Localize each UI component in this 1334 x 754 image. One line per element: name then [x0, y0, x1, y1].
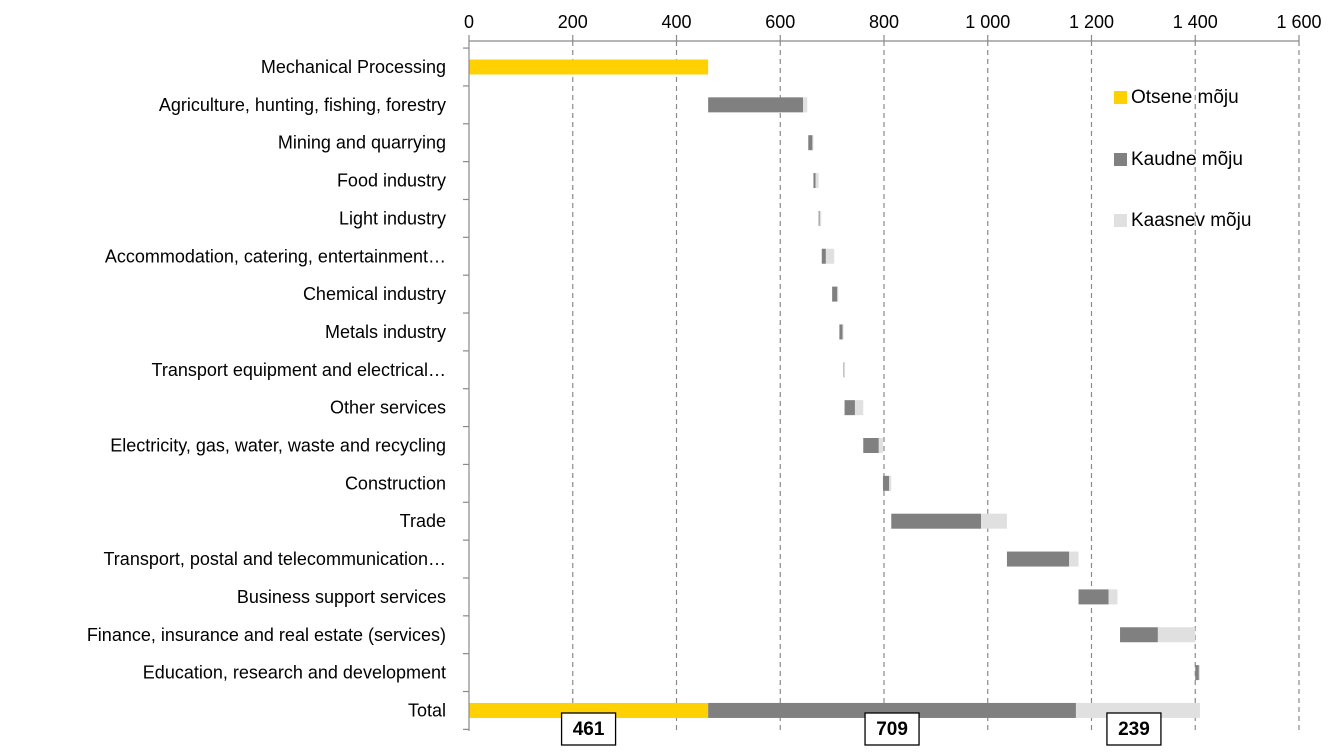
bar-segment: [1078, 589, 1109, 605]
bar-segment: [815, 173, 819, 189]
x-tick-label: 600: [765, 12, 795, 32]
bar-segment: [837, 286, 839, 302]
category-label: Food industry: [337, 171, 446, 191]
x-tick-label: 200: [558, 12, 588, 32]
bar-segment: [1120, 627, 1158, 643]
bar-segment: [1006, 551, 1070, 567]
bar-segment: [844, 400, 855, 416]
bar-segment: [1157, 627, 1196, 643]
x-tick-label: 1 200: [1069, 12, 1114, 32]
bar-segment: [863, 438, 879, 453]
x-tick-label: 1 400: [1173, 12, 1218, 32]
bar-segment: [839, 324, 843, 340]
bar-segment: [821, 248, 826, 264]
bar-segment: [889, 475, 892, 491]
category-label: Metals industry: [325, 322, 446, 342]
bar-segment: [1108, 589, 1118, 605]
bar-segment: [882, 475, 890, 491]
legend-label: Otsene mõju: [1131, 87, 1239, 108]
bar-segment: [1198, 665, 1200, 681]
bar-segment: [812, 135, 814, 151]
bar-segment: [813, 173, 816, 189]
category-label: Agriculture, hunting, fishing, forestry: [159, 95, 446, 115]
bar-segment: [1195, 665, 1199, 681]
x-tick-label: 1 000: [965, 12, 1010, 32]
bar-segment: [818, 210, 820, 226]
bar-segment: [803, 97, 808, 113]
total-value-boxes: 461 709 239: [560, 712, 1162, 746]
legend: Otsene mõju Kaudne mõju Kaasnev mõju: [1114, 87, 1251, 231]
bar-segment: [878, 438, 883, 453]
bar-segment: [844, 362, 846, 378]
legend-label: Kaasnev mõju: [1131, 210, 1251, 231]
category-label: Mining and quarrying: [278, 133, 446, 153]
labels: 0 200 400 600 800 1 000 1 200 1 400 1 600 Mechani…: [87, 12, 1322, 720]
x-tick-label: 0: [464, 12, 474, 32]
category-label: Transport, postal and telecommunication…: [103, 549, 446, 569]
category-label: Chemical industry: [303, 284, 446, 304]
x-tick-label: 1 600: [1276, 12, 1321, 32]
bar-segment: [981, 513, 1007, 529]
grid-lines: [572, 41, 1300, 731]
category-label: Education, research and development: [143, 663, 446, 683]
bar-segment: [469, 59, 709, 75]
legend-swatch: [1114, 153, 1127, 166]
bar-segment: [891, 513, 982, 529]
legend-swatch: [1114, 91, 1127, 104]
category-label: Finance, insurance and real estate (serv…: [87, 625, 446, 645]
bar-segment: [832, 286, 838, 302]
total-value-label: 709: [876, 719, 908, 740]
category-label: Transport equipment and electrical…: [152, 360, 446, 380]
category-label: Other services: [330, 398, 446, 418]
category-label: Construction: [345, 473, 446, 493]
legend-swatch: [1114, 214, 1127, 227]
category-label: Electricity, gas, water, waste and recyc…: [110, 436, 446, 456]
bar-segment: [708, 702, 1076, 718]
bar-segment: [808, 135, 813, 151]
bar-segment: [854, 400, 864, 416]
bar-segment: [1069, 551, 1079, 567]
bar-segment: [842, 324, 844, 340]
category-label: Business support services: [237, 587, 446, 607]
bar-segment: [843, 362, 845, 378]
legend-label: Kaudne mõju: [1131, 149, 1243, 170]
total-value-label: 239: [1118, 719, 1150, 740]
total-value-label: 461: [573, 719, 605, 740]
category-label: Mechanical Processing: [261, 57, 446, 77]
x-tick-label: 400: [661, 12, 691, 32]
bars: [469, 59, 1200, 718]
bar-segment: [825, 248, 835, 264]
total-value-box: [1106, 712, 1162, 746]
category-label: Accommodation, catering, entertainment…: [105, 246, 446, 266]
x-tick-label: 800: [869, 12, 899, 32]
category-label: Trade: [400, 511, 446, 531]
bar-segment: [819, 210, 822, 226]
category-label: Total: [408, 700, 446, 720]
bar-segment: [469, 702, 709, 718]
category-label: Light industry: [339, 208, 446, 228]
bar-segment: [708, 97, 804, 113]
total-value-box: [560, 712, 617, 746]
total-value-box: [864, 712, 920, 746]
axes: [463, 35, 1300, 731]
